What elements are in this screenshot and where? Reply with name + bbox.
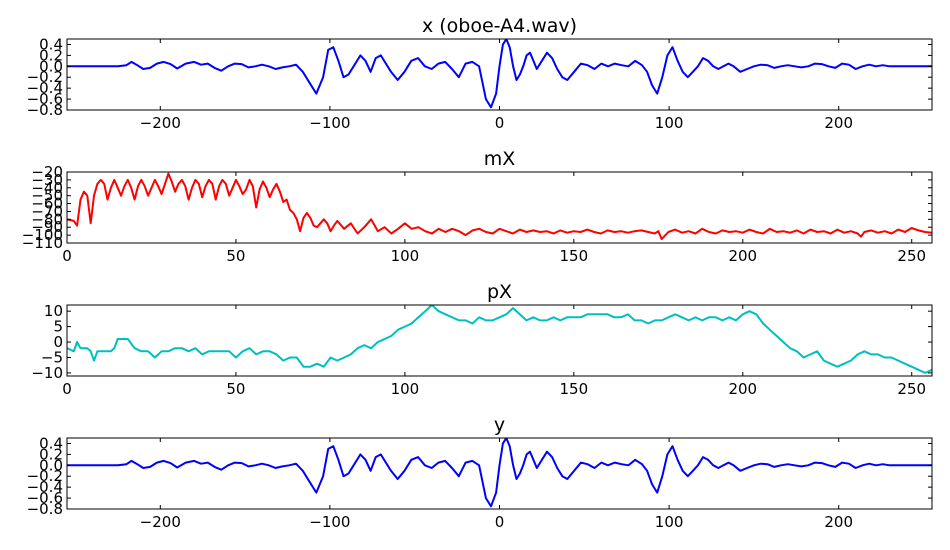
x-tick-label: 0	[495, 114, 505, 132]
y-tick-label: −100	[22, 226, 63, 244]
y-tick-label: 5	[53, 318, 63, 336]
axes-frame	[66, 304, 933, 377]
subplot-4: y −200 −100 0 100 200 0.40.20.0−0.2−0.4−0.6−0.…	[27, 414, 933, 531]
subplot-1: x (oboe-A4.wav)−200 −100 0 100 2000.40.20.0−…	[27, 15, 933, 132]
series-line	[67, 438, 932, 508]
y-tick-label: 10	[44, 302, 63, 320]
subplot-title: x (oboe-A4.wav)	[422, 15, 577, 37]
y-tick-label: −30	[31, 171, 63, 189]
x-tick-label: 250	[897, 247, 926, 265]
x-tick-label: −200	[140, 513, 181, 531]
y-tick-label: −110	[22, 234, 63, 252]
axes-frame	[66, 38, 933, 111]
y-tick-label: −5	[41, 348, 63, 366]
y-tick-label: −0.6	[27, 489, 63, 507]
y-tick-label: 0.0	[39, 456, 63, 474]
x-tick-label: 100	[391, 380, 420, 398]
x-tick-label: 0	[62, 247, 72, 265]
x-tick-label: 200	[728, 247, 757, 265]
y-tick-label: −70	[31, 202, 63, 220]
series-line	[67, 39, 932, 109]
subplot-title: pX	[487, 281, 512, 303]
series-line	[67, 172, 932, 241]
x-tick-label: 200	[824, 513, 853, 531]
y-tick-label: −90	[31, 218, 63, 236]
y-tick-label: −0.2	[27, 68, 63, 86]
y-tick-label: −50	[31, 187, 63, 205]
x-tick-label: 100	[655, 114, 684, 132]
y-tick-label: −80	[31, 210, 63, 228]
x-tick-label: 250	[897, 380, 926, 398]
x-tick-label: 150	[560, 380, 589, 398]
y-tick-label: 0.4	[39, 434, 63, 452]
y-tick-label: 0	[53, 333, 63, 351]
x-tick-label: −200	[140, 114, 181, 132]
x-tick-label: 50	[226, 247, 245, 265]
y-tick-label: −60	[31, 195, 63, 213]
y-tick-label: −0.6	[27, 90, 63, 108]
y-tick-label: 0.2	[39, 445, 63, 463]
axes-frame	[66, 171, 933, 244]
x-tick-label: 100	[391, 247, 420, 265]
x-tick-label: 200	[728, 380, 757, 398]
x-tick-label: −100	[309, 513, 350, 531]
subplot-title: mX	[484, 148, 516, 170]
y-tick-label: 0.2	[39, 46, 63, 64]
x-tick-label: −100	[309, 114, 350, 132]
y-tick-label: −20	[31, 163, 63, 181]
y-tick-label: −40	[31, 179, 63, 197]
y-tick-label: −0.8	[27, 101, 63, 119]
y-tick-label: −0.4	[27, 79, 63, 97]
series-line	[67, 305, 932, 374]
x-tick-label: 0	[62, 380, 72, 398]
y-tick-label: −10	[31, 364, 63, 382]
y-tick-label: −0.4	[27, 478, 63, 496]
subplot-title: y	[494, 414, 505, 436]
x-tick-label: 100	[655, 513, 684, 531]
x-tick-label: 0	[495, 513, 505, 531]
y-tick-label: −0.2	[27, 467, 63, 485]
axes-frame	[66, 437, 933, 510]
x-tick-label: 150	[560, 247, 589, 265]
y-tick-label: 0.4	[39, 35, 63, 53]
x-tick-label: 200	[824, 114, 853, 132]
y-tick-label: −0.8	[27, 500, 63, 518]
x-tick-label: 50	[226, 380, 245, 398]
subplot-2: mX 0 50 100 150 200 250 −20−30−40−50−60−70−80−9…	[22, 148, 933, 265]
y-tick-label: 0.0	[39, 57, 63, 75]
